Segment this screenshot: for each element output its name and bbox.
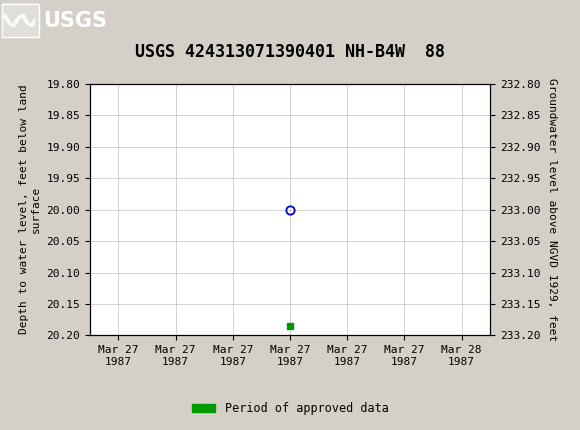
Legend: Period of approved data: Period of approved data	[187, 397, 393, 420]
Text: USGS 424313071390401 NH-B4W  88: USGS 424313071390401 NH-B4W 88	[135, 43, 445, 61]
Text: USGS: USGS	[44, 11, 107, 31]
Y-axis label: Depth to water level, feet below land
surface: Depth to water level, feet below land su…	[19, 85, 41, 335]
FancyBboxPatch shape	[2, 3, 39, 37]
Y-axis label: Groundwater level above NGVD 1929, feet: Groundwater level above NGVD 1929, feet	[547, 78, 557, 341]
Bar	[2, 4, 39, 37]
